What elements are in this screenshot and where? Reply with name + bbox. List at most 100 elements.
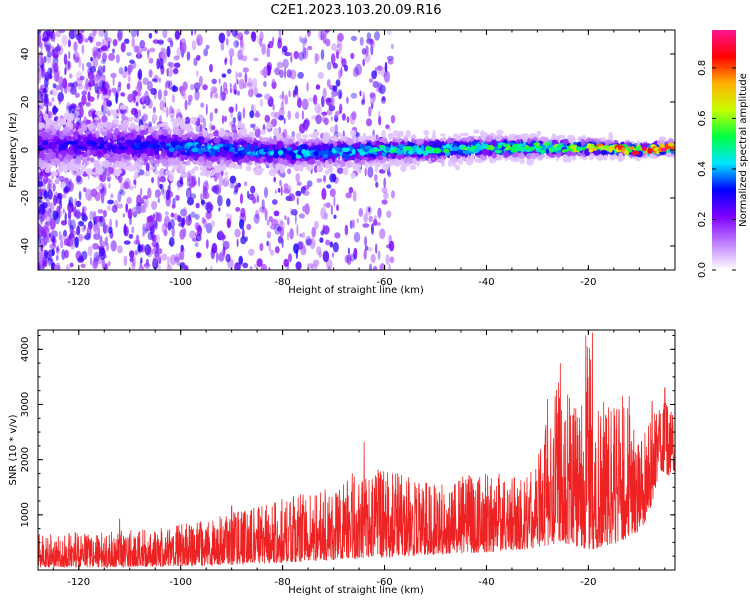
spectrogram-noise-blob	[167, 256, 170, 267]
spectrogram-noise-blob	[280, 185, 283, 197]
spectrogram-noise-blob	[52, 53, 59, 59]
spectrogram-noise-blob	[173, 67, 179, 75]
spectrogram-band-blob	[385, 162, 394, 166]
spectrogram-noise-blob	[221, 114, 225, 125]
spectrogram-band-blob	[473, 129, 480, 134]
spectrogram-noise-blob	[253, 57, 259, 62]
spectrogram-noise-blob	[67, 39, 71, 48]
spectrogram-band-blob	[40, 131, 49, 139]
spectrogram-noise-blob	[366, 32, 372, 40]
spectrogram-noise-blob	[38, 105, 42, 116]
spectrogram-noise-blob	[372, 81, 380, 88]
spectrogram-noise-blob	[69, 86, 77, 95]
spectrogram-noise-blob	[48, 111, 53, 118]
spectrogram-noise-blob	[173, 55, 180, 61]
spectrogram-noise-blob	[45, 234, 52, 244]
spectrogram-noise-blob	[280, 101, 285, 110]
spectrogram-noise-blob	[273, 68, 278, 73]
spectrogram-noise-blob	[286, 231, 290, 241]
spectrogram-band-blob	[74, 159, 82, 165]
spectrogram-noise-blob	[189, 230, 196, 239]
spectrogram-noise-blob	[163, 215, 171, 228]
spectrogram-noise-blob	[47, 189, 53, 200]
spectrogram-noise-blob	[320, 207, 327, 220]
spectrogram-noise-blob	[65, 264, 70, 270]
spectrogram-noise-blob	[306, 180, 313, 188]
spectrogram-noise-blob	[117, 245, 123, 254]
spectrogram-noise-blob	[350, 92, 358, 99]
spectrogram-noise-blob	[198, 75, 203, 87]
spectrogram-noise-blob	[169, 40, 174, 48]
spectrogram-noise-blob	[38, 63, 41, 73]
spectrogram-noise-blob	[210, 86, 218, 94]
spectrogram-noise-blob	[234, 89, 237, 95]
spectrogram-noise-blob	[297, 97, 302, 108]
spectrogram-noise-blob	[137, 197, 144, 203]
spectrogram-noise-blob	[106, 223, 110, 233]
spectrogram-noise-blob	[179, 249, 185, 261]
spectrogram-noise-blob	[215, 251, 219, 264]
spectrogram-noise-blob	[115, 91, 118, 104]
spectrogram-noise-blob	[155, 242, 159, 253]
spectrogram-band-blob	[91, 149, 96, 157]
spectrogram-noise-blob	[52, 210, 59, 221]
spectrogram-band-blob	[133, 175, 139, 179]
spectrogram-band-blob	[90, 157, 95, 163]
spectrogram-noise-blob	[44, 214, 48, 220]
spectrogram-noise-blob	[229, 87, 232, 94]
spectrogram-band-blob	[225, 175, 229, 182]
spectrogram-band-blob	[48, 130, 53, 135]
spectrogram-band-blob	[268, 168, 277, 177]
spectrogram-noise-blob	[253, 263, 258, 269]
spectrogram-noise-blob	[283, 183, 289, 190]
spectrogram-noise-blob	[202, 191, 210, 200]
spectrogram-noise-blob	[236, 40, 239, 47]
spectrogram-noise-blob	[276, 61, 284, 69]
spectrogram-band-blob	[220, 159, 225, 167]
spectrogram-noise-blob	[304, 34, 307, 47]
spectrogram-band-blob	[306, 159, 315, 165]
spectrogram-heatmap	[38, 30, 675, 270]
spectrogram-noise-blob	[278, 107, 285, 118]
spectrogram-noise-blob	[288, 253, 292, 263]
spectrogram-noise-blob	[117, 84, 122, 92]
spectrogram-band-blob	[168, 174, 174, 182]
spectrogram-band-blob	[268, 144, 274, 151]
spectrogram-noise-blob	[202, 84, 208, 91]
spectrogram-noise-blob	[46, 53, 52, 64]
spectrogram-noise-blob	[194, 242, 199, 248]
spectrogram-noise-blob	[104, 236, 109, 245]
spectrogram-noise-blob	[93, 233, 101, 241]
spectrogram-noise-blob	[129, 256, 134, 263]
spectrogram-noise-blob	[255, 209, 260, 219]
spectrogram-noise-blob	[47, 182, 51, 192]
spectrogram-band-blob	[407, 142, 416, 147]
spectrogram-noise-blob	[262, 66, 268, 79]
spectrogram-noise-blob	[94, 191, 101, 202]
spectrogram-noise-blob	[205, 103, 208, 116]
spectrogram-band-blob	[567, 134, 575, 140]
spectrogram-noise-blob	[187, 100, 192, 106]
spectrogram-noise-blob	[89, 256, 93, 266]
spectrogram-noise-blob	[296, 197, 299, 206]
spectrogram-noise-blob	[201, 198, 205, 207]
spectrogram-noise-blob	[97, 65, 104, 78]
spectrogram-noise-blob	[196, 252, 202, 258]
spectrogram-band-blob	[352, 135, 357, 144]
spectrogram-noise-blob	[135, 101, 139, 107]
figure-title: C2E1.2023.103.20.09.R16	[270, 3, 441, 18]
spectrogram-noise-blob	[159, 183, 163, 190]
spectrogram-band-blob	[82, 163, 87, 171]
spectrogram-noise-blob	[235, 207, 241, 212]
spectrogram-noise-blob	[240, 207, 246, 218]
spectrogram-noise-blob	[175, 194, 180, 201]
spectrogram-noise-blob	[226, 68, 232, 75]
spectrogram-band-blob	[198, 155, 205, 163]
spectrogram-noise-blob	[287, 168, 292, 175]
spectrogram-band-blob	[392, 141, 396, 147]
spectrogram-band-blob	[94, 117, 100, 121]
spectrogram-band-blob	[111, 119, 120, 125]
spectrogram-band-blob	[329, 126, 335, 133]
spectrogram-noise-blob	[87, 193, 92, 202]
spectrogram-noise-blob	[56, 247, 59, 252]
